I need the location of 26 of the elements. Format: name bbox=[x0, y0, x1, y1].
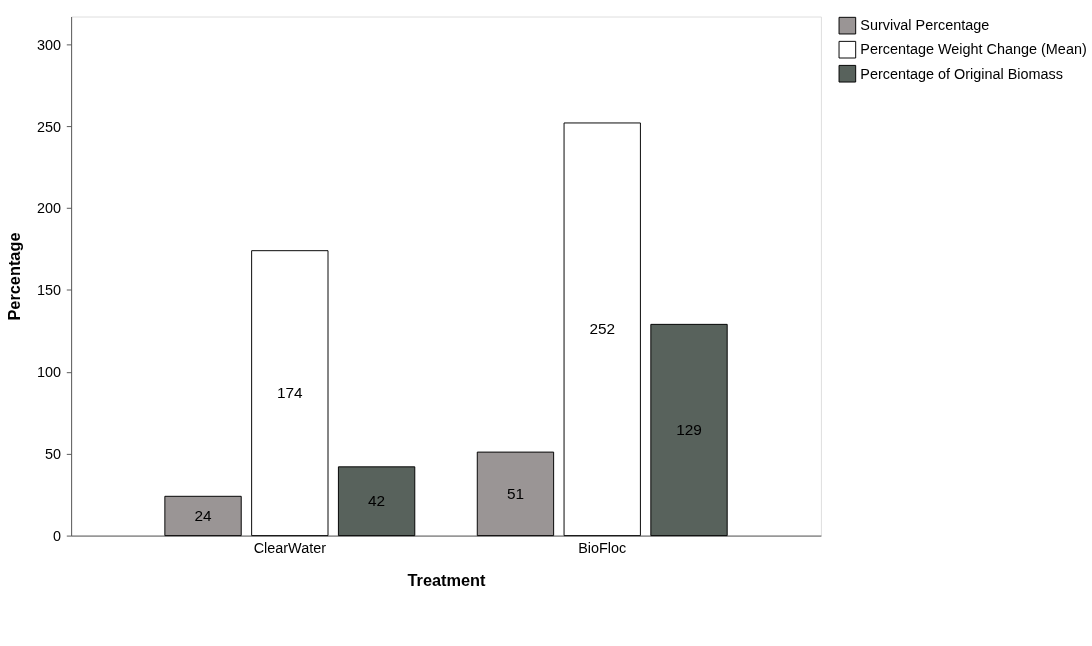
y-tick-label: 150 bbox=[36, 282, 62, 299]
bar bbox=[164, 495, 242, 537]
bar bbox=[476, 451, 555, 537]
x-tick-label: BioFloc bbox=[578, 540, 627, 557]
y-axis-title: Percentage bbox=[4, 232, 23, 321]
bar bbox=[563, 122, 641, 537]
data-label: 129 bbox=[676, 420, 702, 438]
y-tick-label: 300 bbox=[36, 36, 62, 53]
data-label: 174 bbox=[276, 383, 304, 401]
legend-label: Percentage of Original Biomass bbox=[860, 65, 1063, 82]
data-label: 252 bbox=[589, 320, 616, 338]
data-label: 42 bbox=[368, 492, 386, 510]
legend-label: Percentage Weight Change (Mean) bbox=[860, 41, 1087, 58]
bar bbox=[650, 323, 728, 537]
y-tick-label: 200 bbox=[36, 200, 62, 217]
y-tick-label: 250 bbox=[36, 118, 62, 135]
y-tick-label: 50 bbox=[45, 446, 62, 463]
bar bbox=[251, 250, 329, 537]
y-tick-label: 100 bbox=[36, 364, 62, 381]
legend-label: Survival Percentage bbox=[860, 17, 990, 34]
bar bbox=[337, 466, 416, 537]
x-tick-label: ClearWater bbox=[253, 540, 327, 557]
x-axis-title: Treatment bbox=[407, 571, 487, 590]
data-label: 24 bbox=[194, 506, 213, 524]
data-label: 51 bbox=[506, 484, 525, 502]
y-tick-label: 0 bbox=[53, 527, 62, 544]
